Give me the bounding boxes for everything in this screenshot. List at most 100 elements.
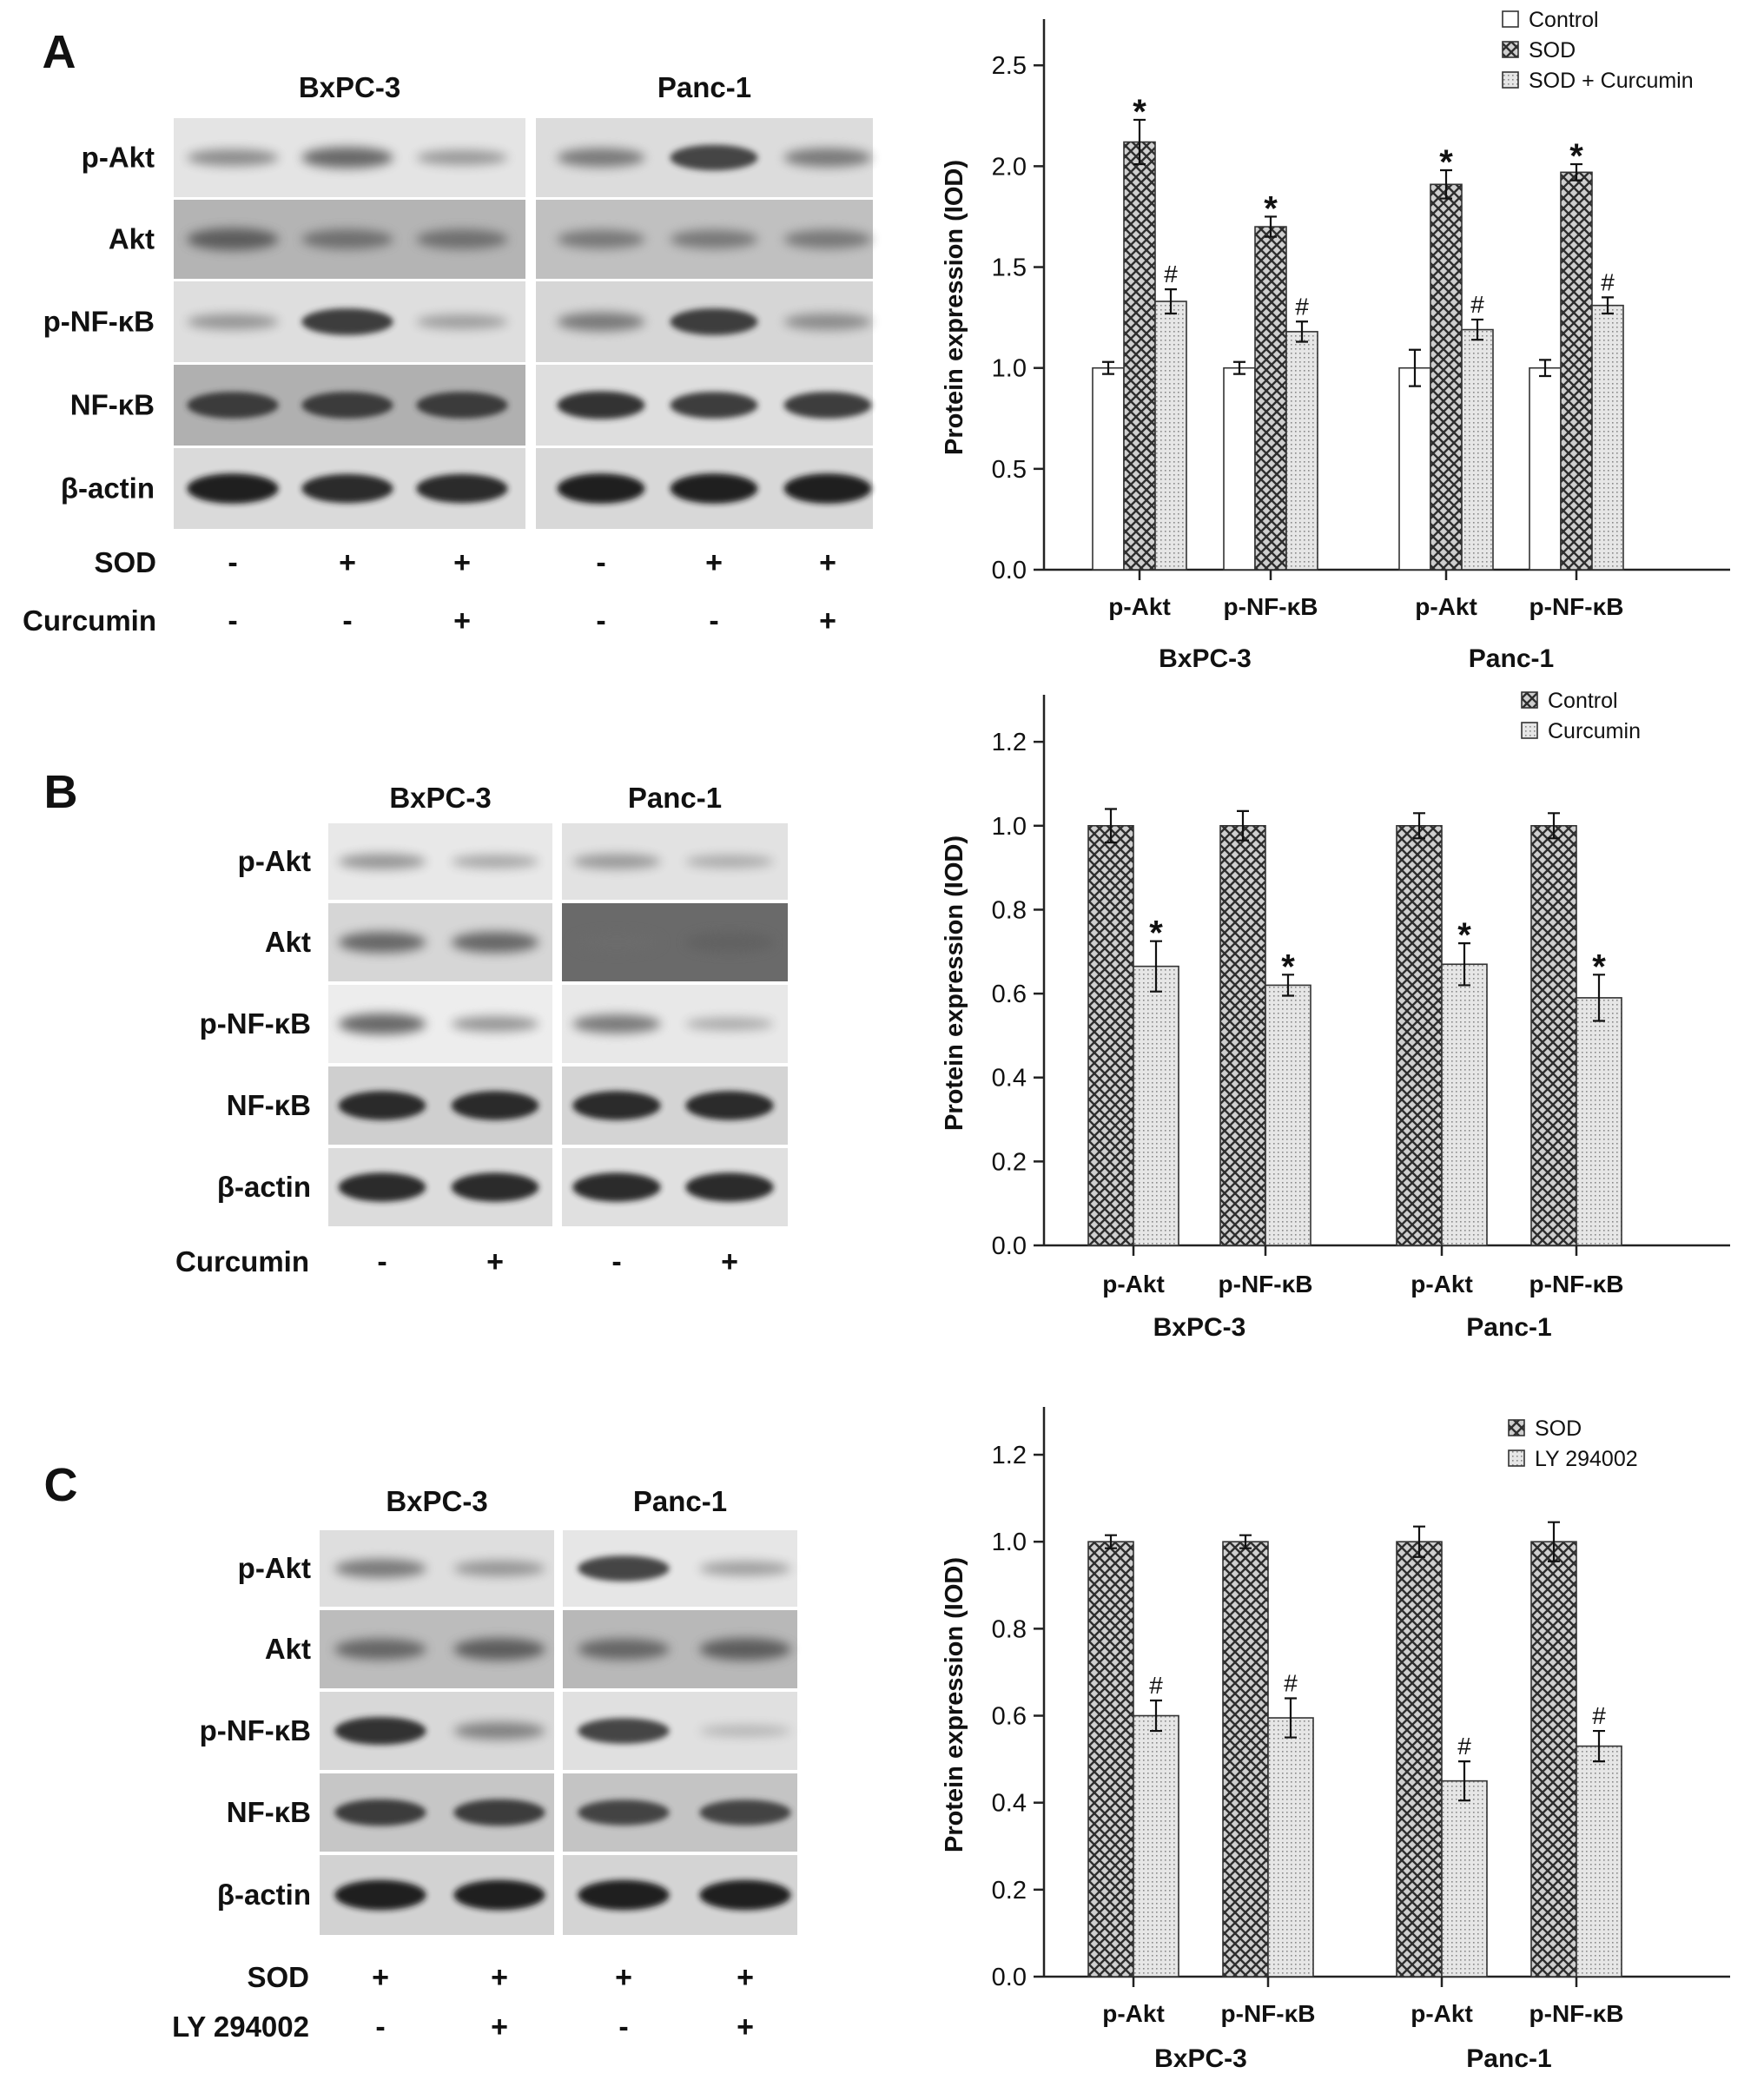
blot-treatment-sign: - [228,604,237,637]
y-tick-label: 1.0 [992,1529,1027,1556]
blot-band [416,473,508,504]
y-tick-label: 0.8 [992,896,1027,924]
error-bar [1593,1729,1605,1763]
blot-band [451,855,539,868]
panel-letter: C [44,1459,78,1511]
y-tick-label: 2.0 [992,153,1027,181]
blot-band [451,1091,539,1120]
error-bar [1409,348,1421,387]
x-tick-label: p-NF-κB [1529,593,1624,620]
legend-swatch [1508,1449,1525,1467]
blot-treatment-sign: + [737,2011,754,2044]
bar [1591,304,1624,571]
blot-band [334,1879,426,1911]
bar [1223,366,1256,571]
blot-row-label: β-actin [217,1879,311,1911]
bar-chart-b: 0.0 0.2 0.4 0.6 0.8 1.0 1.2 Protein expression … [941,689,1730,1342]
legend-swatch [1502,41,1519,58]
blot-band [557,148,645,168]
y-tick-label: 1.0 [992,355,1027,383]
error-bar [1548,1521,1560,1562]
legend-entry: Control [1548,689,1618,713]
y-tick-label: 0.0 [992,1964,1027,1991]
bar [1461,328,1494,571]
blot-band [416,229,508,249]
blot-treatment-sign: + [339,546,356,579]
y-tick-label: 0.2 [992,1877,1027,1905]
error-bar [1593,974,1605,1022]
blot-band [783,473,872,504]
blot-band [578,1799,670,1826]
error-bar [1237,809,1249,842]
blot-row-label: β-actin [61,472,155,505]
blot-row-label: p-Akt [238,845,311,877]
y-axis-label: Protein expression (IOD) [941,160,968,455]
blot-treatment-sign: - [375,2011,385,2044]
blot-row-label: p-NF-κB [200,1714,311,1747]
legend-entry: SOD + Curcumin [1529,69,1694,93]
group-label: BxPC-3 [1153,1313,1246,1342]
y-axis-label: Protein expression (IOD) [941,1557,968,1852]
error-bar [1602,296,1614,315]
blot-band [572,854,661,869]
x-tick-label: p-NF-κB [1221,2000,1316,2027]
error-bar [1150,940,1162,993]
blot-treatment-sign: + [453,604,471,637]
blot-row-label: β-actin [217,1171,311,1203]
blot-band [670,473,758,504]
blot-band [699,1799,791,1826]
blot-band [334,1559,426,1578]
blot-panel-a: A BxPC-3 Panc-1 p-Akt Akt p-NF-κB NF-κB β-actin… [23,26,873,637]
blot-treatment-sign: + [705,546,723,579]
blot-band [453,1638,545,1661]
blot-band [187,228,279,251]
blot-treatment-label: SOD [247,1961,309,1993]
error-bar [1413,1525,1425,1558]
significance-mark: # [1295,293,1309,320]
blot-band [453,1561,545,1576]
blot-treatment-sign: - [618,2011,628,2044]
significance-mark: * [1439,143,1453,182]
bar [1092,366,1125,571]
blot-cell-line-label: BxPC-3 [389,782,491,814]
blot-panel-b: B BxPC-3 Panc-1 p-Akt Akt p-NF-κB NF-κB β-actin… [44,766,788,1278]
x-tick-label: p-NF-κB [1224,593,1318,620]
y-tick-label: 0.6 [992,1703,1027,1731]
legend-swatch [1502,71,1519,89]
blot-row-label: Akt [265,926,311,958]
y-tick-label: 1.2 [992,729,1027,756]
bar [1530,824,1577,1246]
blot-band [187,149,279,167]
blot-band [578,1718,670,1744]
blot-band [451,1172,539,1202]
blot-band [699,1725,791,1737]
blot-row-label: NF-κB [70,389,155,421]
error-bar [1471,318,1483,341]
blot-band [572,1172,661,1202]
error-bar [1458,942,1470,987]
blot-row-label: Akt [265,1633,311,1665]
y-tick-label: 0.5 [992,456,1027,484]
blot-band [557,473,645,504]
blot-band [783,148,872,168]
y-tick-label: 0.0 [992,557,1027,584]
group-label: Panc-1 [1466,2044,1551,2073]
blot-band [572,1014,661,1033]
bar [1087,824,1134,1246]
significance-mark: * [1569,137,1583,175]
blot-band [416,392,508,419]
error-bar [1265,215,1277,238]
blot-band [699,1879,791,1911]
blot-cell-line-label: BxPC-3 [299,71,400,103]
error-bar [1102,360,1114,375]
error-bar [1105,808,1117,844]
bar [1087,1541,1134,1978]
blot-band [578,1555,670,1581]
blot-treatment-label: LY 294002 [172,2011,309,2043]
charts-layer: 0.0 0.5 1.0 1.5 2.0 2.5 Protein expression (IO… [941,8,1730,2073]
y-tick-label: 2.5 [992,52,1027,80]
blot-band [187,473,279,504]
blot-band [453,1721,545,1740]
blot-band [783,229,872,249]
bar [1133,1714,1179,1978]
